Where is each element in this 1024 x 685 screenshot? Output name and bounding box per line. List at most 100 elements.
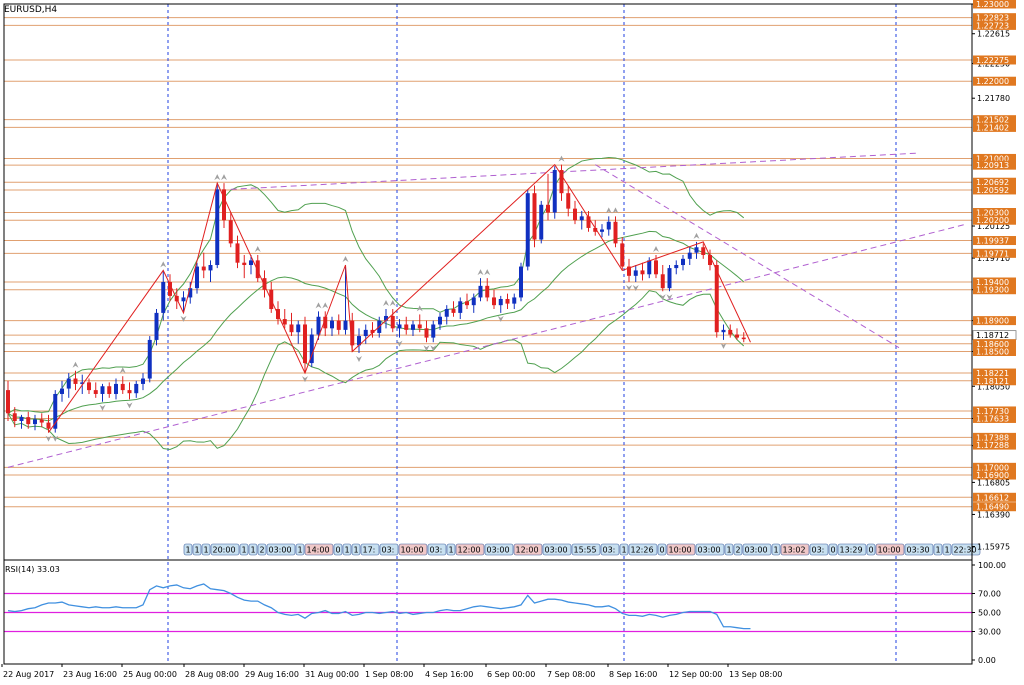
fractal-up	[383, 300, 389, 307]
candle-down	[262, 278, 267, 290]
fractal-up	[558, 155, 565, 162]
time-label-box	[657, 543, 667, 556]
level-label-box	[973, 55, 1016, 65]
time-label: 03:00	[269, 546, 292, 555]
candle-down	[701, 247, 706, 255]
time-label-box	[866, 543, 876, 556]
candle-down	[39, 419, 44, 423]
time-label: 14:00	[307, 546, 330, 555]
candle-down	[228, 220, 233, 244]
fractal-up	[693, 232, 700, 239]
candle-up	[444, 309, 449, 317]
rsi-tick-label: 0.00	[978, 656, 996, 665]
time-label: 0	[660, 546, 665, 555]
time-label: 22:30	[954, 546, 977, 555]
rsi-tick-label: 50.00	[978, 609, 1001, 618]
y-tick-label: 1.22615	[977, 30, 1010, 39]
fractal-down	[99, 404, 106, 411]
time-label: 2	[736, 546, 741, 555]
fractal-up	[72, 361, 79, 368]
level-label-box	[973, 339, 1016, 349]
time-label-box	[360, 543, 380, 556]
candle-down	[303, 324, 307, 364]
time-label-box	[695, 543, 725, 556]
level-label: 1.20200	[976, 216, 1009, 225]
candle-up	[397, 324, 402, 329]
candle-up	[195, 266, 199, 289]
x-tick-label: 13 Sep 08:00	[729, 670, 782, 679]
fractal-down	[632, 285, 639, 291]
fractal-down	[430, 345, 437, 352]
time-label-box	[828, 543, 838, 556]
candle-down	[532, 193, 537, 240]
level-label-box	[973, 248, 1016, 258]
level-label-box	[973, 406, 1016, 416]
candle-down	[714, 265, 719, 333]
candle-up	[60, 388, 64, 394]
level-label: 1.20592	[976, 186, 1009, 195]
time-label: 0	[336, 546, 341, 555]
time-label: 1	[242, 546, 247, 555]
time-label: 1	[354, 546, 359, 555]
candle-up	[357, 336, 361, 346]
time-label-box	[398, 543, 428, 556]
fractal-up	[389, 300, 396, 307]
candle-up	[519, 266, 523, 298]
level-label-box	[973, 236, 1016, 246]
time-label: 03:	[812, 546, 825, 555]
fractal-up	[254, 245, 261, 252]
time-label-box	[183, 543, 193, 556]
bollinger-upper	[7, 157, 745, 414]
level-label: 1.16900	[976, 471, 1009, 480]
symbol-title: EURUSD,H4	[4, 5, 57, 15]
fractal-up	[653, 245, 659, 252]
level-label-box	[973, 160, 1016, 170]
time-label-box	[248, 543, 258, 556]
level-label-box	[973, 376, 1016, 386]
level-label: 1.19771	[976, 249, 1009, 258]
level-label: 1.20913	[976, 161, 1009, 170]
time-label: 10:00	[878, 546, 901, 555]
time-label: 03:00	[487, 546, 510, 555]
time-label-box	[600, 543, 620, 556]
time-label: 0	[869, 546, 874, 555]
candle-up	[431, 324, 436, 338]
candle-up	[134, 383, 139, 394]
y-tick-label: 1.20125	[977, 222, 1010, 231]
time-label-box	[427, 543, 447, 556]
level-label: 1.17000	[976, 463, 1009, 472]
level-label-box	[973, 470, 1016, 480]
bollinger-lower	[7, 290, 745, 451]
candle-up	[19, 417, 24, 421]
candle-up	[296, 324, 301, 333]
candle-up	[208, 265, 213, 271]
time-label: 03:	[382, 546, 395, 555]
time-labels: 1 1 1 20:00 1 1 2 03:00 1 14:00 0 1 1 17: 03: 10:00 03: 1…	[183, 543, 981, 556]
level-label-box	[973, 413, 1016, 423]
time-label-box	[742, 543, 772, 556]
time-label: 1	[727, 546, 732, 555]
candle-up	[181, 297, 186, 302]
time-label-box	[295, 543, 305, 556]
level-label: 1.18900	[976, 317, 1009, 326]
level-label: 1.20300	[976, 209, 1009, 218]
candle-up	[66, 378, 71, 389]
candle-down	[417, 324, 422, 329]
time-label: 1	[774, 546, 779, 555]
candle-down	[546, 204, 550, 213]
y-tick-label: 1.18050	[977, 382, 1010, 391]
candle-up	[579, 216, 584, 221]
level-label-box	[973, 368, 1016, 378]
candle-up	[411, 324, 415, 330]
time-label: 1	[345, 546, 350, 555]
candle-down	[559, 170, 564, 194]
time-label: 1	[195, 546, 200, 555]
level-label-box	[973, 285, 1016, 295]
time-label-box	[733, 543, 743, 556]
candle-down	[640, 270, 645, 275]
candle-down	[12, 413, 17, 421]
level-label-box	[973, 215, 1016, 225]
candle-down	[222, 189, 226, 221]
